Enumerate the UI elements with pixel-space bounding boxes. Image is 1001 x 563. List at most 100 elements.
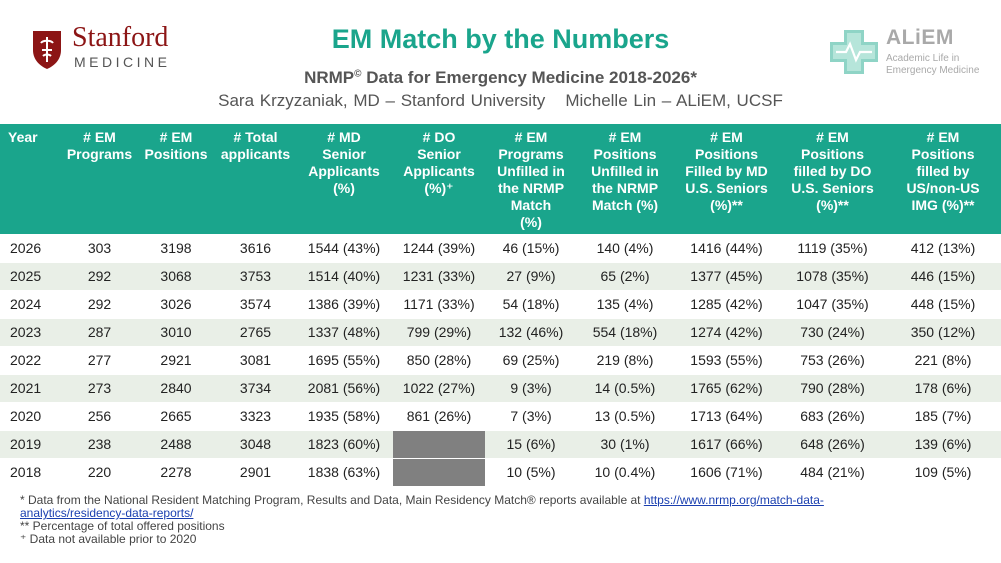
footnote-source-text: * Data from the National Resident Matchi… [20, 493, 644, 507]
nrmp-report-link[interactable]: https://www.nrmp.org/match-data-analytic… [20, 493, 824, 520]
table-row: 2020 256 2665 3323 1935 (58%) 861 (26%) 7 (3%)… [0, 402, 1001, 431]
table-cell: 277 [63, 346, 136, 375]
table-cell: 484 (21%) [780, 458, 885, 487]
table-cell: 9 (3%) [485, 374, 577, 403]
table-row: 2019 238 2488 3048 1823 (60%) 15 (6%) 30 (1%) 1… [0, 430, 1001, 459]
year-cell: 2024 [0, 290, 63, 319]
column-header-line: (%)** [710, 197, 743, 213]
table-cell: 46 (15%) [485, 234, 577, 263]
table-cell: 3323 [216, 402, 295, 431]
table-cell: 54 (18%) [485, 290, 577, 319]
table-cell: 1593 (55%) [673, 346, 780, 375]
table-cell: 648 (26%) [780, 430, 885, 459]
stanford-wordmark: Stanford [72, 22, 169, 53]
table-cell: 350 (12%) [885, 318, 1001, 347]
column-header: # EM Positions [136, 124, 216, 234]
author-2: Michelle Lin – ALiEM, UCSF [565, 91, 783, 110]
table-cell: 1022 (27%) [393, 374, 485, 403]
page-subtitle: NRMP© Data for Emergency Medicine 2018-2… [0, 68, 1001, 88]
column-header-line: (%) [520, 214, 542, 230]
table-cell: 292 [63, 290, 136, 319]
table-cell: 412 (13%) [885, 234, 1001, 263]
column-header-line: U.S. Seniors [791, 180, 874, 196]
column-header-line: Senior [417, 146, 461, 162]
table-cell: 10 (5%) [485, 458, 577, 487]
table-cell: 220 [63, 458, 136, 487]
table-cell: 287 [63, 318, 136, 347]
table-cell: 13 (0.5%) [577, 402, 673, 431]
column-header-line: (%)⁺ [424, 180, 454, 196]
aliem-wordmark: ALiEM [886, 26, 954, 49]
table-body: 2026 303 3198 3616 1544 (43%) 1244 (39%) 46 (1… [0, 234, 1001, 487]
table-cell: 3198 [136, 234, 216, 263]
table-cell: 799 (29%) [393, 318, 485, 347]
column-header-line: # EM [816, 129, 849, 145]
table-cell: 1544 (43%) [295, 234, 393, 263]
aliem-logo: ALiEM Academic Life in Emergency Medicin… [826, 26, 996, 78]
table-cell: 2278 [136, 458, 216, 487]
column-header-line: IMG (%)** [911, 197, 975, 213]
table-cell: 1119 (35%) [780, 234, 885, 263]
table-cell: 1386 (39%) [295, 290, 393, 319]
table-cell: 2840 [136, 374, 216, 403]
table-cell: 303 [63, 234, 136, 263]
column-header-line: (%) [333, 180, 355, 196]
table-row: 2022 277 2921 3081 1695 (55%) 850 (28%) 69 (25… [0, 346, 1001, 375]
table-cell: 109 (5%) [885, 458, 1001, 487]
table-cell: 790 (28%) [780, 374, 885, 403]
table-cell: 1713 (64%) [673, 402, 780, 431]
table-row: 2023 287 3010 2765 1337 (48%) 799 (29%) 132 (4… [0, 318, 1001, 347]
column-header-line: Positions [144, 146, 208, 162]
page-title: EM Match by the Numbers [331, 24, 670, 54]
table-cell: 292 [63, 262, 136, 291]
table-cell: 139 (6%) [885, 430, 1001, 459]
link-part-1[interactable]: https://www.nrmp.org/match-data- [643, 493, 824, 507]
table-cell: 219 (8%) [577, 346, 673, 375]
link-part-2[interactable]: analytics/residency-data-reports/ [20, 506, 194, 520]
table-cell: 1606 (71%) [673, 458, 780, 487]
table-cell: 30 (1%) [577, 430, 673, 459]
column-header-line: Positions [911, 146, 975, 162]
table-cell: 10 (0.4%) [577, 458, 673, 487]
column-header-line: (%)** [816, 197, 849, 213]
stanford-shield-icon [33, 31, 61, 69]
table-cell: 1377 (45%) [673, 262, 780, 291]
table-cell: 3081 [216, 346, 295, 375]
data-not-available-cell [393, 430, 485, 459]
footnote-source: * Data from the National Resident Matchi… [20, 494, 920, 520]
table-cell: 238 [63, 430, 136, 459]
column-header-line: Positions [694, 146, 758, 162]
table-row: 2021 273 2840 3734 2081 (56%) 1022 (27%) 9 (3%… [0, 374, 1001, 403]
column-header-line: Positions [800, 146, 864, 162]
column-header-line: # MD [327, 129, 361, 145]
column-header-line: # EM [710, 129, 743, 145]
table-cell: 178 (6%) [885, 374, 1001, 403]
table-cell: 850 (28%) [393, 346, 485, 375]
column-header-line: filled by [916, 163, 970, 179]
column-header-line: # EM [159, 129, 193, 145]
table-cell: 15 (6%) [485, 430, 577, 459]
year-cell: 2025 [0, 262, 63, 291]
table-cell: 554 (18%) [577, 318, 673, 347]
table-cell: 2765 [216, 318, 295, 347]
table-cell: 1274 (42%) [673, 318, 780, 347]
aliem-tagline-line-2: Emergency Medicine [886, 65, 980, 76]
column-header-line: Match [510, 197, 552, 213]
table-cell: 140 (4%) [577, 234, 673, 263]
table-cell: 1617 (66%) [673, 430, 780, 459]
column-header-line: # EM [608, 129, 642, 145]
column-header: # EM Positions filled by US/non-US IMG (%)** [885, 124, 1001, 234]
table-cell: 3026 [136, 290, 216, 319]
column-header: # EM Positions Filled by MD U.S. Seniors (%)… [673, 124, 780, 234]
subtitle-nrmp: NRMP [304, 68, 355, 87]
column-header-line: Unfilled in [591, 163, 659, 179]
aliem-tagline-line-1: Academic Life in [886, 53, 960, 64]
year-cell: 2026 [0, 234, 63, 263]
table-cell: 1695 (55%) [295, 346, 393, 375]
table-cell: 256 [63, 402, 136, 431]
table-cell: 185 (7%) [885, 402, 1001, 431]
subtitle-rest: Data for Emergency Medicine 2018-2026* [361, 68, 697, 87]
table-cell: 2081 (56%) [295, 374, 393, 403]
column-header-line: filled by DO [793, 163, 872, 179]
column-header-line: US/non-US [906, 180, 980, 196]
